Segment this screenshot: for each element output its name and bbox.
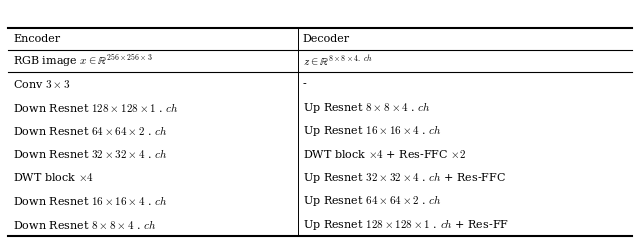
Text: DWT block $\times4$ + Res-FFC $\times2$: DWT block $\times4$ + Res-FFC $\times2$ <box>303 148 466 160</box>
Text: $z \in \mathbb{R}^{8\times8\times4.\ \mathit{ch}}$: $z \in \mathbb{R}^{8\times8\times4.\ \ma… <box>303 54 372 68</box>
Text: Down Resnet $128 \times 128 \times 1$ . $\mathit{ch}$: Down Resnet $128 \times 128 \times 1$ . … <box>13 101 179 114</box>
Text: Conv $3 \times 3$: Conv $3 \times 3$ <box>13 78 70 90</box>
Text: Up Resnet $32 \times 32 \times 4$ . $\mathit{ch}$ + Res-FFC: Up Resnet $32 \times 32 \times 4$ . $\ma… <box>303 170 506 185</box>
Text: -: - <box>303 79 307 89</box>
Text: Up Resnet $16 \times 16 \times 4$ . $\mathit{ch}$: Up Resnet $16 \times 16 \times 4$ . $\ma… <box>303 123 442 138</box>
Text: Down Resnet $16 \times 16 \times 4$ . $\mathit{ch}$: Down Resnet $16 \times 16 \times 4$ . $\… <box>13 194 168 207</box>
Text: Up Resnet $64 \times 64 \times 2$ . $\mathit{ch}$: Up Resnet $64 \times 64 \times 2$ . $\ma… <box>303 193 442 208</box>
Text: Down Resnet $8 \times 8 \times 4$ . $\mathit{ch}$: Down Resnet $8 \times 8 \times 4$ . $\ma… <box>13 218 157 231</box>
Text: DWT block $\times4$: DWT block $\times4$ <box>13 171 94 183</box>
Text: Down Resnet $64 \times 64 \times 2$ . $\mathit{ch}$: Down Resnet $64 \times 64 \times 2$ . $\… <box>13 124 168 137</box>
Text: Up Resnet $128 \times 128 \times 1$ . $\mathit{ch}$ + Res-FF: Up Resnet $128 \times 128 \times 1$ . $\… <box>303 217 509 232</box>
Text: Decoder: Decoder <box>303 34 349 44</box>
Text: RGB image $x \in \mathbb{R}^{256\times256\times3}$: RGB image $x \in \mathbb{R}^{256\times25… <box>13 53 153 70</box>
Text: Down Resnet $32 \times 32 \times 4$ . $\mathit{ch}$: Down Resnet $32 \times 32 \times 4$ . $\… <box>13 147 168 161</box>
Text: Up Resnet $8 \times 8 \times 4$ . $\mathit{ch}$: Up Resnet $8 \times 8 \times 4$ . $\math… <box>303 100 430 115</box>
Text: Encoder: Encoder <box>13 34 60 44</box>
